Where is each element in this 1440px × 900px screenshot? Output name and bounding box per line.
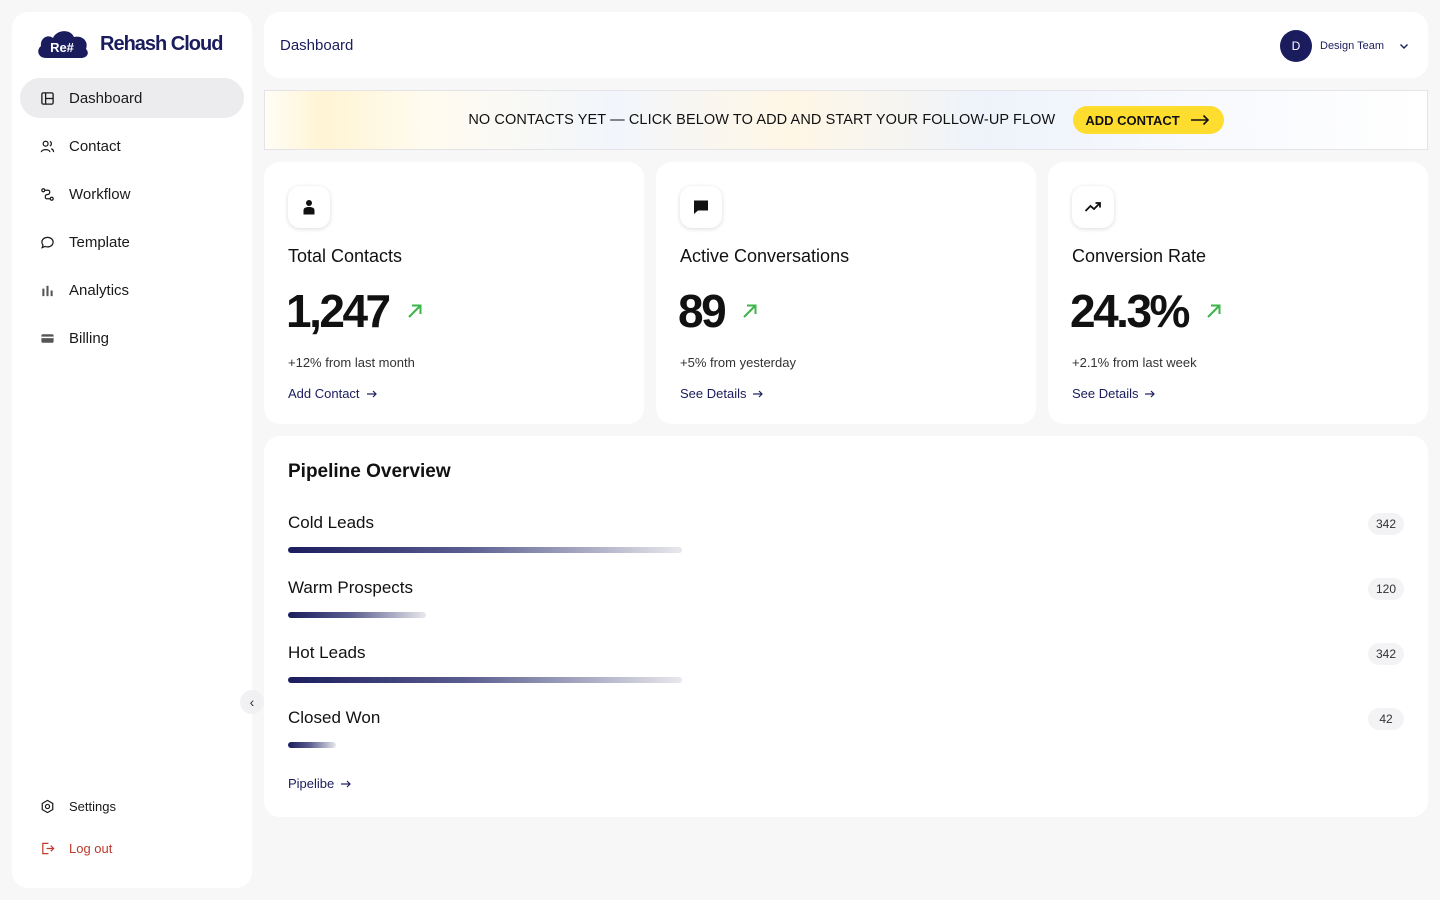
sidebar-item-label: Template xyxy=(69,233,130,251)
pipeline-progress-bar xyxy=(288,677,682,683)
logo[interactable]: Re# Rehash Cloud xyxy=(36,28,223,60)
sidebar-item-label: Analytics xyxy=(69,281,130,299)
card-value: 1,247 xyxy=(286,284,425,338)
pipeline-progress-bar xyxy=(288,612,426,618)
card-link-label: Add Contact xyxy=(288,386,360,401)
pipeline-row: Cold Leads 342 xyxy=(288,513,1404,563)
card-value: 89 xyxy=(678,284,760,338)
trending-up-icon xyxy=(1084,202,1101,212)
sidebar-footer: Settings Log out xyxy=(20,780,244,864)
add-contact-button[interactable]: ADD CONTACT xyxy=(1073,106,1224,134)
pipeline-overview: Pipeline Overview Cold Leads 342 Warm Pr… xyxy=(264,436,1428,817)
chevron-down-icon xyxy=(1400,44,1408,49)
card-change-text: +12% from last month xyxy=(288,355,415,370)
card-icon-wrapper xyxy=(1072,186,1114,228)
user-icon xyxy=(303,200,315,215)
sidebar-nav: Dashboard Contact Workflow Template Anal… xyxy=(20,78,244,366)
trend-up-arrow-icon xyxy=(1207,304,1221,318)
arrow-right-icon xyxy=(366,390,377,397)
card-change-text: +5% from yesterday xyxy=(680,355,796,370)
avatar: D xyxy=(1280,30,1312,62)
message-icon xyxy=(694,200,708,214)
cloud-logo-icon: Re# xyxy=(38,31,88,58)
settings-icon xyxy=(41,799,54,813)
sidebar-item-contact[interactable]: Contact xyxy=(20,126,244,166)
add-contact-label: ADD CONTACT xyxy=(1085,112,1180,128)
sidebar-item-template[interactable]: Template xyxy=(20,222,244,262)
sidebar-item-analytics[interactable]: Analytics xyxy=(20,270,244,310)
card-number: 89 xyxy=(678,285,727,337)
page-title: Dashboard xyxy=(280,37,354,54)
card-number: 24.3% xyxy=(1070,285,1190,337)
empty-contacts-banner: NO CONTACTS YET — CLICK BELOW TO ADD AND… xyxy=(264,90,1428,150)
sidebar-item-billing[interactable]: Billing xyxy=(20,318,244,358)
pipeline-stage-label: Warm Prospects xyxy=(288,578,414,597)
brand-name: Rehash Cloud xyxy=(100,32,223,55)
top-header: Dashboard D Design Team xyxy=(264,12,1428,78)
card-number: 1,247 xyxy=(286,285,391,337)
pipeline-row: Closed Won 42 xyxy=(288,708,1404,758)
workflow-icon xyxy=(41,187,54,201)
card-change-text: +2.1% from last week xyxy=(1072,355,1197,370)
pipeline-stage-label: Closed Won xyxy=(288,708,381,727)
card-title: Active Conversations xyxy=(680,246,850,266)
arrow-right-icon xyxy=(341,780,352,787)
stat-card-active-conversations: Active Conversations 89 +5% from yesterd… xyxy=(656,162,1036,424)
pipeline-link[interactable]: Pipelibe xyxy=(288,776,352,791)
pipeline-count-badge: 342 xyxy=(1367,513,1404,535)
pipeline-row: Warm Prospects 120 xyxy=(288,578,1404,628)
pipeline-progress-bar xyxy=(288,547,682,553)
pipeline-stage-label: Cold Leads xyxy=(288,513,375,532)
see-details-link[interactable]: See Details xyxy=(1072,386,1156,401)
chevron-left-icon: ‹ xyxy=(249,694,255,710)
card-link-label: See Details xyxy=(680,386,747,401)
bar-chart-icon xyxy=(42,285,53,296)
card-title: Conversion Rate xyxy=(1072,246,1207,266)
card-icon-wrapper xyxy=(288,186,330,228)
add-contact-link[interactable]: Add Contact xyxy=(288,386,377,401)
sidebar: Re# Rehash Cloud Dashboard Contact Workf… xyxy=(12,12,252,888)
user-menu[interactable]: D Design Team xyxy=(1280,30,1410,62)
see-details-link[interactable]: See Details xyxy=(680,386,764,401)
settings-link[interactable]: Settings xyxy=(20,790,244,822)
user-name: Design Team xyxy=(1320,40,1384,52)
card-value: 24.3% xyxy=(1070,284,1224,338)
pipeline-link-label: Pipelibe xyxy=(288,776,335,791)
card-icon-wrapper xyxy=(680,186,722,228)
sidebar-item-dashboard[interactable]: Dashboard xyxy=(20,78,244,118)
sidebar-item-label: Billing xyxy=(69,329,110,347)
pipeline-count-badge: 120 xyxy=(1367,578,1404,600)
sidebar-item-label: Workflow xyxy=(69,185,131,203)
trend-up-arrow-icon xyxy=(743,304,757,318)
stat-card-total-contacts: Total Contacts 1,247 +12% from last mont… xyxy=(264,162,644,424)
pipeline-count-badge: 42 xyxy=(1368,708,1404,730)
pipeline-row: Hot Leads 342 xyxy=(288,643,1404,693)
users-icon xyxy=(40,140,55,152)
pipeline-progress-bar xyxy=(288,742,336,748)
credit-card-icon xyxy=(41,333,54,343)
pipeline-stage-label: Hot Leads xyxy=(288,643,366,662)
pipeline-title: Pipeline Overview xyxy=(288,461,451,482)
card-link-label: See Details xyxy=(1072,386,1139,401)
sidebar-item-label: Dashboard xyxy=(69,89,143,107)
svg-text:Re#: Re# xyxy=(50,40,75,55)
logout-label: Log out xyxy=(69,840,113,856)
logout-button[interactable]: Log out xyxy=(20,832,244,864)
chat-bubble-icon xyxy=(41,236,54,249)
trend-up-arrow-icon xyxy=(407,304,422,318)
arrow-right-icon xyxy=(1190,114,1209,126)
collapse-sidebar-button[interactable]: ‹ xyxy=(240,690,264,714)
pipeline-count-badge: 342 xyxy=(1367,643,1404,665)
settings-label: Settings xyxy=(69,798,116,814)
stat-card-conversion-rate: Conversion Rate 24.3% +2.1% from last we… xyxy=(1048,162,1428,424)
banner-message: NO CONTACTS YET — CLICK BELOW TO ADD AND… xyxy=(468,112,1056,128)
dashboard-icon xyxy=(41,91,54,105)
arrow-right-icon xyxy=(1145,390,1156,397)
sidebar-item-workflow[interactable]: Workflow xyxy=(20,174,244,214)
sidebar-item-label: Contact xyxy=(69,137,121,155)
card-title: Total Contacts xyxy=(288,246,403,266)
arrow-right-icon xyxy=(753,390,764,397)
logout-icon xyxy=(42,842,55,854)
